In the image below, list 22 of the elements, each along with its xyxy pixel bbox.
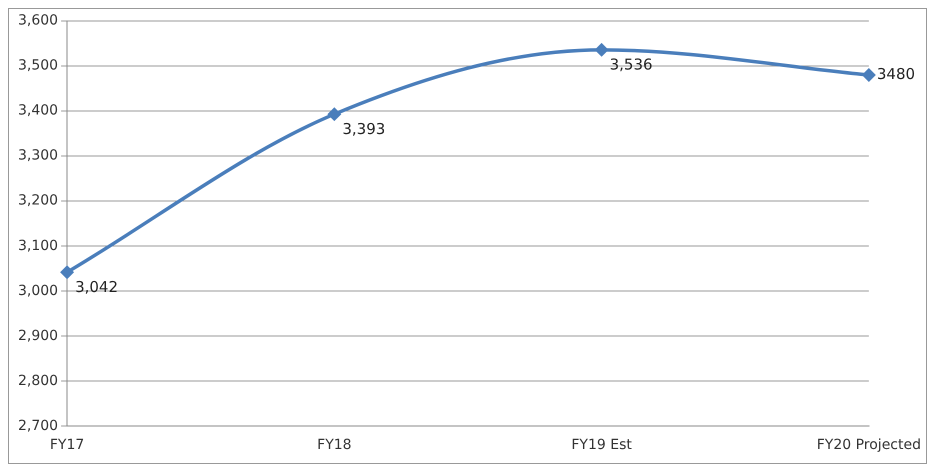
point	[595, 44, 608, 56]
y-tick-label: 2,700	[18, 418, 58, 434]
x-tick-label: FY20 Projected	[816, 437, 922, 454]
point	[862, 68, 876, 82]
y-tick-label: 3,400	[18, 102, 58, 119]
y-tick-label: 2,900	[18, 328, 58, 344]
point	[328, 108, 341, 120]
data-label: 3,042	[75, 278, 118, 296]
data-label: 3,393	[342, 120, 386, 138]
x-tick-label: FY19 Est	[571, 437, 632, 454]
y-tick-label: 3,300	[18, 148, 58, 164]
point	[60, 266, 74, 278]
y-tick-label: 3,000	[18, 282, 58, 299]
data-label: 3480	[876, 64, 916, 83]
data-label: 3,536	[610, 56, 653, 74]
y-tick-label: 2,800	[18, 372, 58, 389]
x-tick-label: FY17	[50, 437, 84, 454]
y-tick-label: 3,100	[18, 238, 58, 254]
y-tick-label: 3,500	[18, 58, 58, 74]
x-tick-label: FY18	[317, 437, 352, 454]
y-tick-label: 3,200	[18, 192, 58, 209]
y-tick-label: 3,600	[18, 12, 58, 29]
